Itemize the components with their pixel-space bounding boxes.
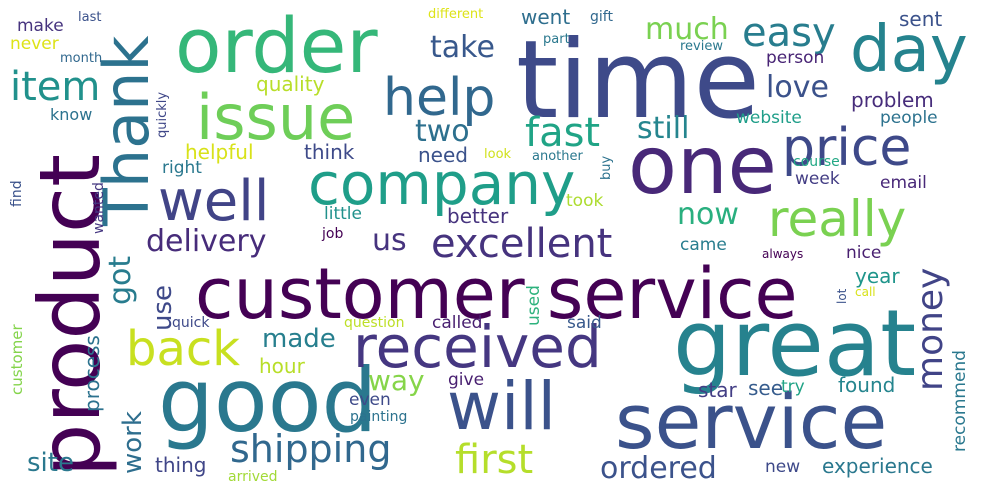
word-site: site [27, 448, 74, 478]
word-first: first [455, 437, 534, 483]
word-make: make [17, 16, 64, 36]
word-called: called [432, 313, 483, 333]
word-helpful: helpful [185, 140, 254, 164]
word-much: much [645, 12, 729, 47]
word-job: job [322, 226, 344, 242]
word-delivery: delivery [146, 224, 267, 259]
word-quality: quality [256, 72, 325, 96]
word-back: back [126, 321, 241, 377]
word-good: good [158, 349, 378, 452]
word-order: order [175, 1, 378, 90]
word-found: found [838, 373, 896, 397]
word-try: try [781, 377, 805, 397]
word-made: made [262, 324, 336, 354]
word-excellent: excellent [431, 221, 613, 267]
word-painting: painting [350, 409, 408, 425]
word-give: give [448, 370, 485, 390]
word-two: two [415, 114, 470, 149]
word-shipping: shipping [230, 427, 392, 471]
word-see: see [748, 376, 784, 400]
word-new: new [765, 457, 801, 477]
word-look: look [484, 147, 512, 162]
word-lot: lot [835, 288, 849, 304]
word-sent: sent [899, 7, 943, 31]
word-issue: issue [196, 81, 356, 154]
word-course: course [793, 154, 840, 170]
word-week: week [795, 169, 840, 189]
word-item: item [10, 64, 101, 110]
word-came: came [680, 235, 727, 255]
word-never: never [10, 34, 59, 54]
word-arrived: arrived [228, 469, 278, 485]
word-last: last [78, 10, 102, 25]
word-still: still [637, 111, 690, 146]
word-different: different [428, 7, 484, 22]
word-thing: thing [155, 453, 207, 477]
word-problem: problem [851, 88, 934, 112]
word-will: will [447, 368, 556, 445]
word-person: person [766, 48, 825, 68]
word-quick: quick [172, 315, 210, 331]
word-said: said [567, 313, 602, 333]
word-experience: experience [822, 454, 933, 478]
word-always: always [762, 247, 804, 261]
word-used: used [524, 285, 544, 326]
word-wanted: wanted [91, 182, 107, 234]
word-know: know [50, 105, 93, 124]
word-love: love [766, 70, 829, 105]
word-fast: fast [525, 110, 601, 156]
word-recommend: recommend [950, 350, 970, 452]
word-one: one [628, 119, 777, 212]
word-took: took [566, 191, 604, 211]
word-time: time [516, 18, 761, 143]
word-better: better [447, 204, 509, 228]
word-received: received [353, 313, 602, 381]
word-buy: buy [599, 155, 614, 180]
word-service: service [615, 377, 888, 466]
word-even: even [349, 390, 391, 410]
word-ordered: ordered [600, 451, 717, 486]
word-review: review [680, 39, 723, 54]
word-great: great [673, 290, 917, 397]
word-little: little [324, 204, 362, 224]
word-help: help [383, 68, 496, 128]
word-quickly: quickly [155, 91, 170, 138]
word-month: month [60, 51, 103, 66]
word-hour: hour [259, 354, 305, 378]
word-find: find [9, 180, 25, 207]
word-email: email [880, 173, 927, 193]
word-people: people [880, 108, 938, 128]
word-really: really [768, 190, 907, 248]
word-easy: easy [742, 10, 836, 56]
word-star: star [698, 378, 737, 402]
word-work: work [118, 411, 148, 474]
word-now: now [677, 197, 739, 232]
word-well: well [158, 169, 270, 234]
word-price: price [782, 118, 912, 178]
word-call: call [855, 285, 876, 299]
word-money: money [910, 267, 951, 391]
word-think: think [304, 140, 355, 164]
word-process: process [80, 335, 104, 412]
word-day: day [850, 13, 968, 87]
word-customer-service: customer service [195, 253, 798, 335]
word-part: part [543, 32, 570, 47]
word-year: year [855, 264, 900, 288]
word-website: website [736, 108, 802, 128]
word-nice: nice [846, 243, 882, 263]
word-us: us [372, 223, 407, 258]
word-way: way [368, 364, 425, 397]
word-went: went [521, 5, 571, 29]
word-another: another [532, 149, 583, 164]
word-need: need [418, 143, 468, 167]
word-company: company [308, 150, 576, 218]
word-gift: gift [590, 9, 613, 25]
word-got: got [103, 255, 138, 305]
word-right: right [162, 158, 202, 178]
word-question: question [344, 315, 405, 331]
word-take: take [430, 30, 495, 65]
word-customer-small: customer [8, 324, 26, 395]
